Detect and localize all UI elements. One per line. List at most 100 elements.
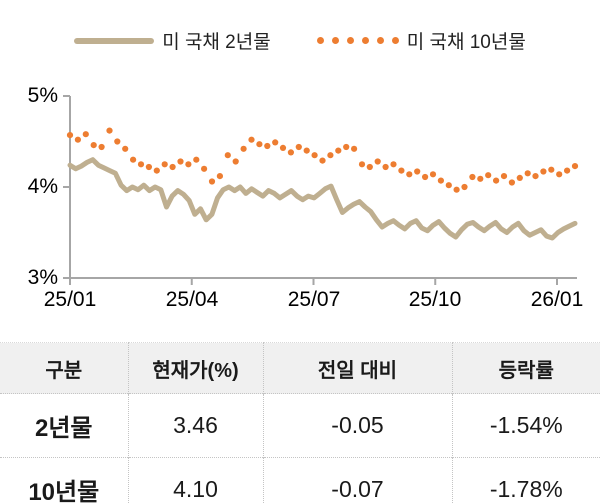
series-dot-10y bbox=[224, 152, 231, 159]
line-swatch-2y bbox=[74, 37, 155, 44]
series-dot-10y bbox=[406, 171, 413, 178]
dots-swatch-10y bbox=[316, 37, 399, 44]
table-row-2y: 2년물 3.46 -0.05 -1.54% bbox=[0, 393, 600, 458]
series-dot-10y bbox=[256, 141, 263, 148]
price-10y: 4.10 bbox=[128, 457, 264, 504]
x-axis-tick-label: 25/01 bbox=[43, 288, 97, 311]
table-row-10y: 10년물 4.10 -0.07 -1.78% bbox=[0, 457, 600, 504]
series-dot-10y bbox=[177, 158, 184, 165]
series-dot-10y bbox=[98, 143, 105, 151]
legend-dot-icon bbox=[376, 37, 384, 44]
row-label-10y: 10년물 bbox=[0, 457, 129, 504]
series-dot-10y bbox=[508, 179, 515, 186]
series-dot-10y bbox=[469, 173, 476, 181]
row-label-2y: 2년물 bbox=[0, 393, 129, 458]
series-dot-10y bbox=[351, 145, 358, 152]
series-dot-10y bbox=[564, 167, 571, 174]
series-dot-10y bbox=[264, 142, 271, 150]
legend-dot-icon bbox=[331, 37, 339, 44]
series-dot-10y bbox=[161, 161, 168, 168]
series-dot-10y bbox=[232, 158, 239, 165]
series-dot-10y bbox=[114, 138, 121, 145]
series-dot-10y bbox=[500, 173, 508, 180]
series-dot-10y bbox=[477, 175, 484, 182]
series-dot-10y bbox=[208, 178, 216, 185]
x-axis-tick-label: 25/07 bbox=[287, 288, 341, 311]
x-axis-tick-label: 25/04 bbox=[165, 288, 219, 311]
series-dot-10y bbox=[137, 161, 145, 168]
series-dot-10y bbox=[540, 168, 547, 175]
series-dot-10y bbox=[358, 161, 366, 168]
series-dot-10y bbox=[366, 163, 373, 171]
series-dot-10y bbox=[461, 183, 468, 191]
y-axis-tick-label: 3% bbox=[27, 266, 58, 289]
series-dot-10y bbox=[295, 143, 302, 151]
series-dot-10y bbox=[216, 173, 223, 180]
series-dot-10y bbox=[145, 163, 152, 171]
series-dot-10y bbox=[382, 163, 389, 171]
series-dot-10y bbox=[279, 144, 287, 151]
header-category: 구분 bbox=[0, 342, 129, 394]
series-dot-10y bbox=[414, 168, 421, 175]
price-2y: 3.46 bbox=[128, 393, 264, 458]
x-axis-tick-label: 25/10 bbox=[408, 288, 462, 311]
series-dot-10y bbox=[571, 163, 579, 170]
change-2y: -0.05 bbox=[263, 393, 453, 458]
legend-dot-icon bbox=[316, 37, 324, 44]
change-10y: -0.07 bbox=[263, 457, 453, 504]
series-dot-10y bbox=[422, 173, 429, 181]
series-dot-10y bbox=[524, 170, 531, 177]
pct-2y: -1.54% bbox=[452, 393, 600, 458]
series-dot-10y bbox=[169, 163, 176, 171]
series-dot-10y bbox=[319, 157, 326, 164]
header-day-change: 전일 대비 bbox=[263, 342, 453, 394]
header-change-rate: 등락률 bbox=[452, 342, 600, 394]
table-header-row: 구분 현재가(%) 전일 대비 등락률 bbox=[0, 342, 600, 394]
pct-10y: -1.78% bbox=[452, 457, 600, 504]
series-dot-10y bbox=[272, 139, 279, 146]
series-dot-10y bbox=[153, 167, 160, 174]
series-dot-10y bbox=[201, 165, 208, 172]
series-dot-10y bbox=[398, 167, 405, 174]
series-dot-10y bbox=[556, 171, 563, 178]
series-dot-10y bbox=[374, 158, 381, 165]
series-dot-10y bbox=[82, 131, 89, 138]
series-dot-10y bbox=[437, 177, 444, 184]
series-dot-10y bbox=[429, 171, 437, 178]
legend-dot-icon bbox=[346, 37, 354, 44]
series-dot-10y bbox=[185, 161, 192, 168]
yield-chart bbox=[63, 95, 579, 285]
series-dot-10y bbox=[485, 172, 492, 179]
series-dot-10y bbox=[248, 136, 255, 143]
series-dot-10y bbox=[335, 147, 342, 154]
chart-legend: 미 국채 2년물 미 국채 10년물 bbox=[0, 27, 600, 54]
y-axis-tick-label: 5% bbox=[27, 84, 58, 107]
series-dot-10y bbox=[516, 174, 523, 181]
series-dot-10y bbox=[303, 147, 310, 154]
series-dot-10y bbox=[287, 149, 294, 156]
quote-table: 구분 현재가(%) 전일 대비 등락률 2년물 3.46 -0.05 -1.54… bbox=[0, 342, 600, 504]
series-dot-10y bbox=[327, 152, 334, 159]
legend-item-10y: 미 국채 10년물 bbox=[316, 27, 526, 54]
series-dot-10y bbox=[532, 173, 539, 180]
header-current-price: 현재가(%) bbox=[128, 342, 264, 394]
series-dot-10y bbox=[390, 161, 397, 168]
legend-label-2y: 미 국채 2년물 bbox=[162, 32, 271, 53]
series-line-2y bbox=[67, 157, 578, 241]
series-dot-10y bbox=[122, 145, 129, 152]
x-axis-tick-label: 26/01 bbox=[530, 288, 584, 311]
y-axis-tick-label: 4% bbox=[27, 175, 58, 198]
legend-dot-icon bbox=[391, 37, 399, 44]
series-dot-10y bbox=[130, 156, 137, 163]
series-dot-10y bbox=[74, 136, 81, 143]
series-dot-10y bbox=[453, 186, 460, 193]
series-dot-10y bbox=[311, 152, 318, 159]
series-dot-10y bbox=[90, 142, 97, 149]
legend-label-10y: 미 국채 10년물 bbox=[406, 32, 526, 53]
series-dot-10y bbox=[193, 156, 200, 163]
series-dot-10y bbox=[343, 143, 350, 151]
series-dot-10y bbox=[106, 127, 113, 134]
series-dot-10y bbox=[445, 182, 452, 189]
series-dot-10y bbox=[240, 145, 247, 152]
